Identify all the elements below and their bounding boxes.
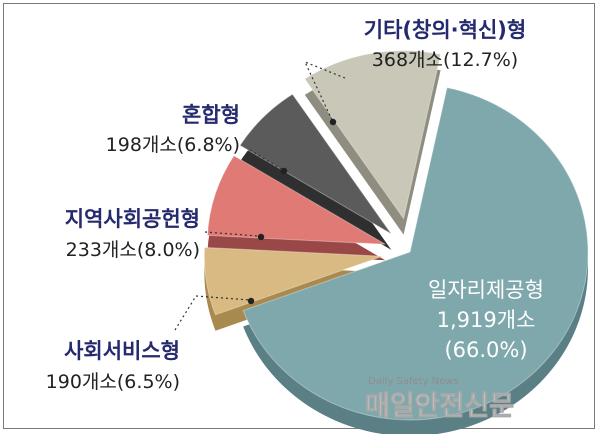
label-value-sahoe: 190개소(6.5%) bbox=[46, 371, 180, 393]
label-value-honhap: 198개소(6.8%) bbox=[106, 134, 240, 156]
watermark-english: Daily Safety News bbox=[368, 376, 459, 387]
slice-jiyeok bbox=[206, 155, 386, 261]
label-category-honhap: 혼합형 bbox=[182, 103, 240, 127]
slice-honhap-top bbox=[239, 93, 392, 235]
leader-line-honhap bbox=[249, 149, 284, 171]
label-percent-iljari: (66.0%) bbox=[444, 338, 527, 362]
watermark-korean: 매일안전신문 bbox=[365, 391, 514, 422]
label-category-gita: 기타(창의·혁신)형 bbox=[364, 18, 526, 42]
slice-iljari-top bbox=[242, 87, 589, 421]
leader-dot-gita bbox=[329, 118, 337, 126]
slice-honhap bbox=[239, 93, 392, 250]
leader-dot-sahoe bbox=[247, 297, 255, 305]
slice-gita bbox=[304, 50, 442, 235]
leader-line-jiyeok bbox=[204, 231, 259, 237]
slice-sahoe-top bbox=[203, 246, 383, 316]
label-category-sahoe: 사회서비스형 bbox=[64, 339, 180, 363]
slice-jiyeok-top bbox=[206, 155, 386, 245]
slice-gita-top bbox=[304, 50, 442, 220]
leader-line-sahoe bbox=[174, 295, 251, 331]
label-count-iljari: 1,919개소 bbox=[437, 308, 536, 332]
label-value-gita: 368개소(12.7%) bbox=[372, 49, 518, 71]
label-category-iljari: 일자리제공형 bbox=[428, 278, 544, 302]
label-value-jiyeok: 233개소(8.0%) bbox=[66, 239, 200, 261]
slice-iljari bbox=[242, 87, 589, 434]
leader-dot-honhap bbox=[280, 167, 288, 175]
leader-line-gita bbox=[303, 60, 346, 121]
leader-dot-jiyeok bbox=[257, 233, 265, 241]
label-category-jiyeok: 지역사회공헌형 bbox=[65, 207, 200, 231]
